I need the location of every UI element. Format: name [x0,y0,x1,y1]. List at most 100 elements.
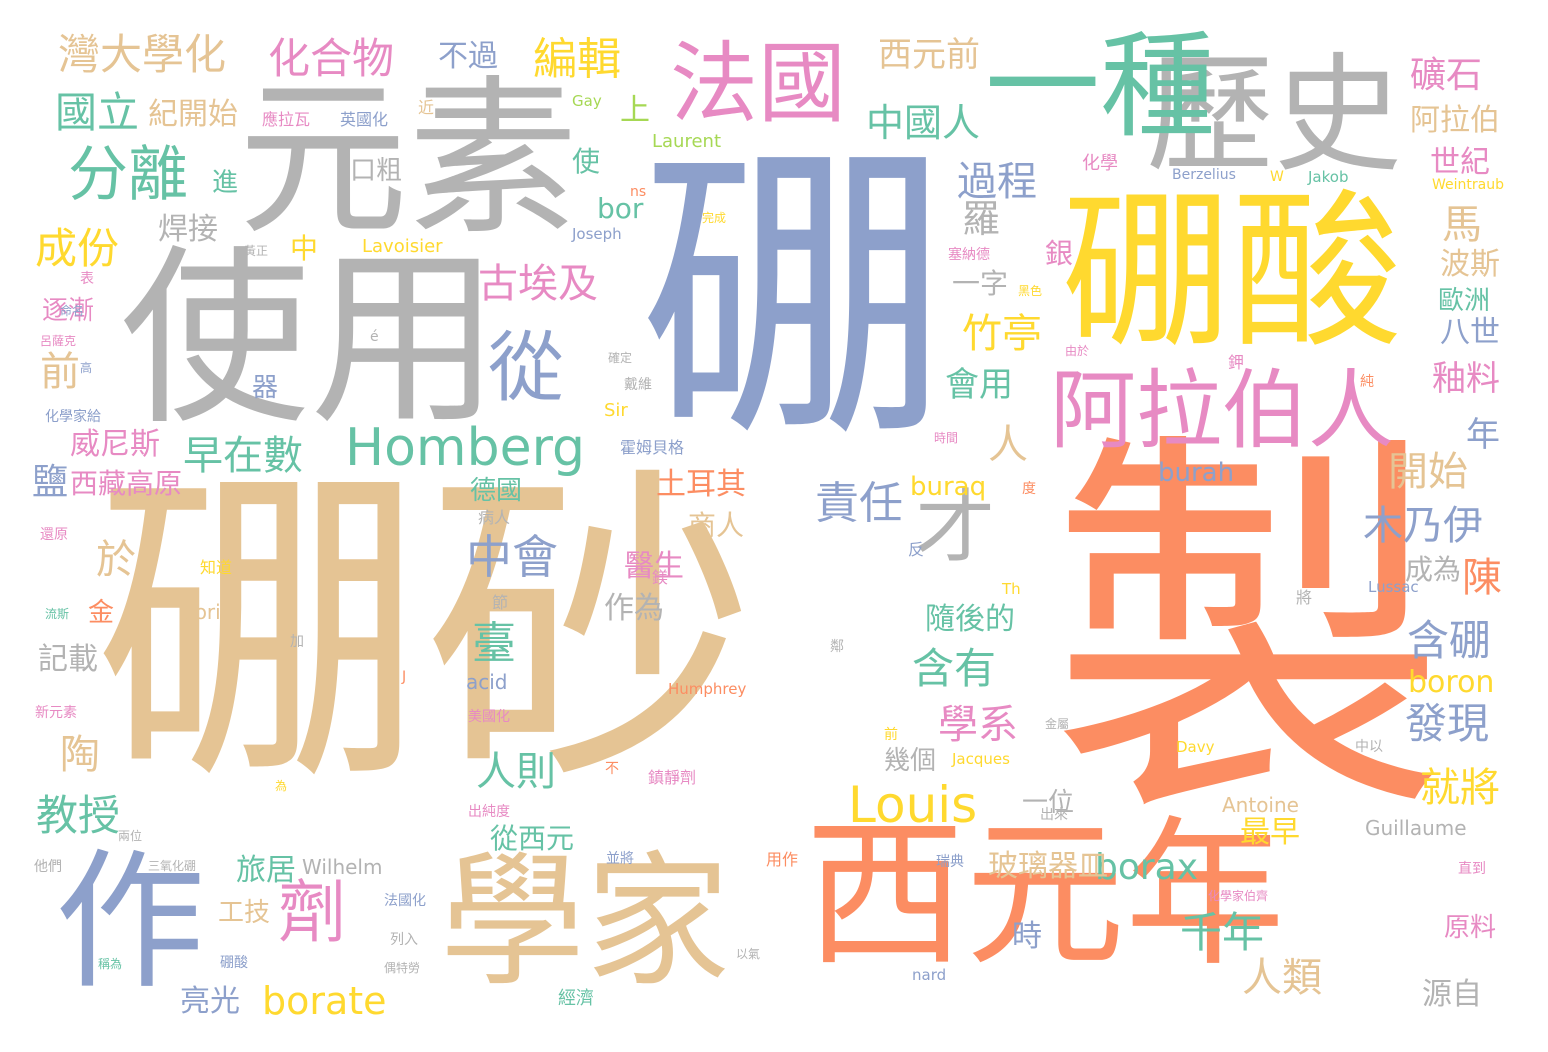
word: 時 [1012,919,1042,954]
word: 最早 [1240,815,1300,850]
word: 成份 [35,224,120,273]
word: 確定 [608,351,633,365]
word: 經濟 [558,988,594,1009]
word: 直到 [1458,861,1486,877]
word: 波斯 [1440,247,1500,282]
word: 劑 [278,874,347,953]
word: 教授 [36,791,121,840]
word: 竹亭 [962,311,1042,357]
word: 不過 [438,39,498,74]
word: 西藏高原 [70,467,183,500]
word: 才 [915,481,995,574]
word: 中以 [1355,739,1383,755]
word: 新元素 [35,705,77,721]
word: 作 [55,836,206,1010]
word: 還原 [40,527,68,543]
word: 銀 [1045,237,1074,270]
word: 鄰 [830,639,844,655]
word: 成為 [1405,553,1462,586]
word: 發現 [1405,699,1490,748]
word: Weintraub [1432,177,1504,193]
word: 反 [908,540,925,559]
word: 度 [1022,481,1036,497]
word: 學系 [938,702,1018,748]
word: 加 [290,634,304,650]
word: 威尼斯 [70,427,160,462]
word: Laurent [652,131,722,152]
word: 釉料 [1432,359,1500,399]
word: 原料 [1444,913,1497,943]
word: 硼酸 [1062,174,1403,372]
word: 旅居 [236,853,296,888]
word: 玻璃器皿 [988,849,1108,884]
word: 化學 [1082,153,1118,174]
word: é [370,329,379,345]
word: 含硼 [1407,616,1492,665]
word: 德國 [470,476,523,506]
word: 出純度 [468,804,510,820]
word: 工技 [218,898,271,928]
word: 戴維 [624,377,652,393]
word: 進 [212,168,239,198]
word: 源自 [1422,977,1482,1012]
word: 臺 [472,618,516,669]
word: 歐洲 [1438,286,1491,316]
word: 塞納德 [948,247,990,263]
word: 阿拉伯 [1410,103,1500,138]
word: 中國人 [866,101,981,145]
word: 口粗 [350,156,403,186]
word: 瑞典 [936,854,964,870]
word: 從西元 [490,822,575,855]
word: Sir [604,400,628,421]
word: 鎮靜劑 [648,768,697,787]
word: 器 [252,373,279,403]
word: 為 [275,779,288,793]
word: 兩位 [118,829,143,843]
word: 從 [488,323,564,412]
word: 作為 [604,591,664,626]
word: 鉀 [1228,353,1245,372]
word: 灣大學化 [58,30,227,79]
word: 化學家伯齊 [1208,889,1269,903]
word: 上 [620,93,650,128]
word: 不 [605,761,619,777]
word: 偶特勞 [384,961,421,975]
word: 記載 [38,642,98,677]
word: 英國化 [340,110,389,129]
word: 命名 [60,304,85,318]
word: 一種 [985,20,1216,154]
word: Guillaume [1365,816,1467,840]
word: 幾個 [884,746,937,776]
word: Homberg [345,418,586,478]
word: ns [630,184,647,200]
word: 早在數 [183,433,303,479]
word: 人 [988,422,1028,468]
word: 時間 [934,431,959,445]
word: 鎂 [652,568,669,587]
word: Berzelius [1172,167,1236,183]
word: 前 [40,349,80,395]
word: 焊接 [158,212,218,247]
word: 過程 [957,159,1037,205]
word: Davy [1176,738,1215,756]
word: 化學家給 [45,409,101,425]
word: 含有 [912,644,997,693]
word: 硼砂 [95,441,755,825]
word: 硼 [640,119,950,480]
word: 用作 [766,850,799,869]
word: 純 [1360,374,1374,390]
word: 法國 [670,32,847,135]
word: buraq [910,472,987,502]
word: 人則 [476,749,556,795]
word: 鹽 [32,462,69,503]
word: 製 [980,420,1445,820]
word: Louis [848,776,978,834]
word: 逐漸 [42,296,95,326]
word: 人類 [1242,955,1322,1001]
word: Lavoisier [362,236,443,257]
word: 金屬 [1045,717,1070,731]
word: 稱為 [98,957,123,971]
word: burah [1158,458,1235,488]
word: 編輯 [533,34,621,85]
